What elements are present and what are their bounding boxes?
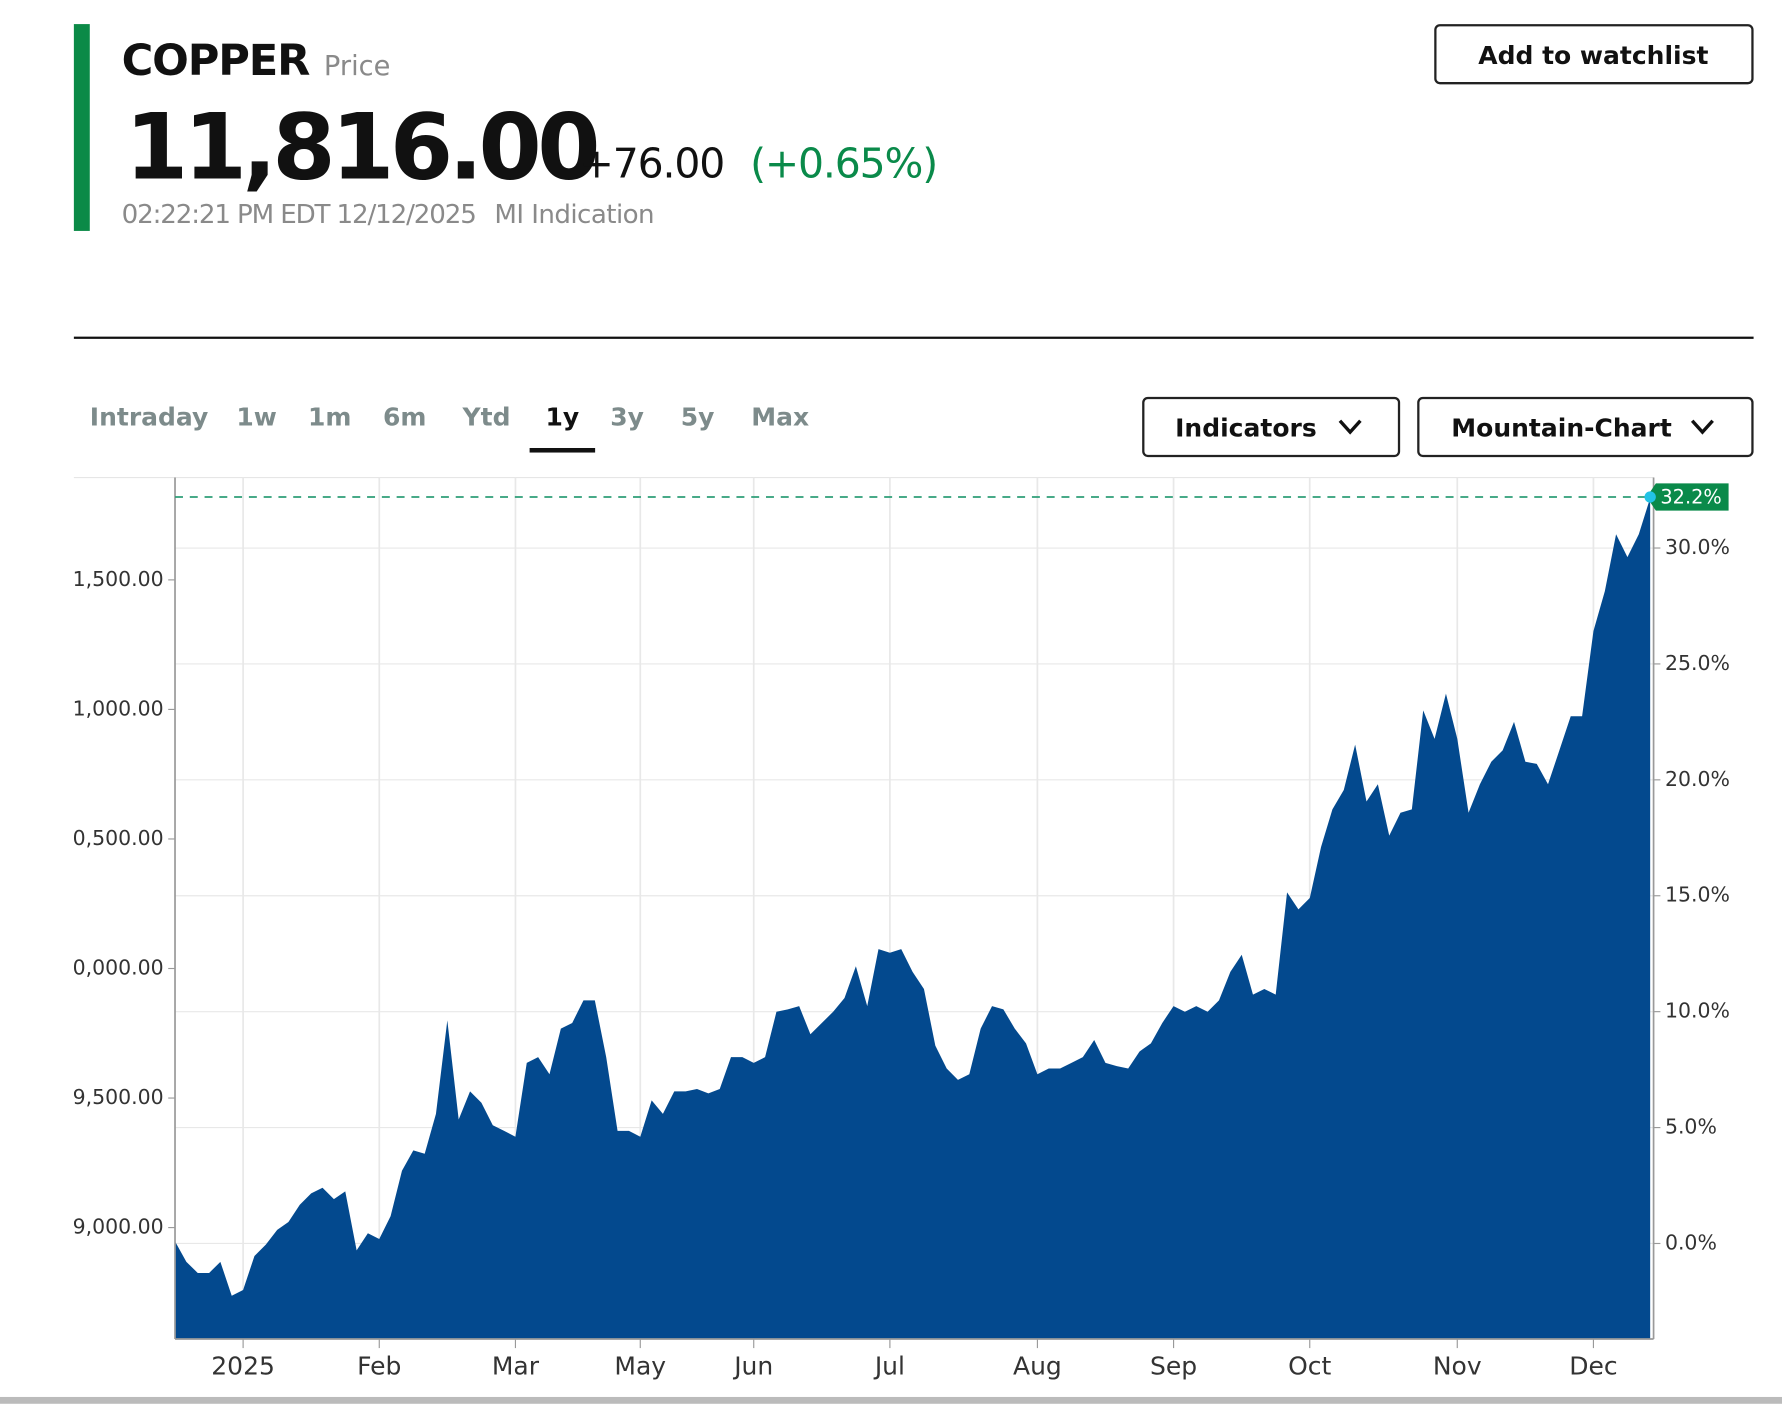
x-tick-label: 2025 <box>211 1351 275 1380</box>
x-tick-label: Feb <box>357 1351 401 1380</box>
current-badge <box>1646 483 1729 511</box>
x-tick-label: May <box>614 1351 666 1380</box>
dropdown-label: Indicators <box>1175 414 1317 443</box>
y-tick-label: 9,000.00 <box>73 1215 164 1239</box>
range-tab[interactable]: Intraday <box>90 402 209 431</box>
x-tick-label: Nov <box>1433 1351 1482 1380</box>
x-tick-label: Jun <box>732 1351 773 1380</box>
range-tab[interactable]: 6m <box>383 402 426 431</box>
price-change: +76.00 <box>580 140 725 188</box>
mountain-area <box>175 498 1651 1339</box>
current-badge-label: 32.2% <box>1660 486 1721 509</box>
instrument-name: COPPER <box>122 36 310 86</box>
left-axis: 9,000.00 9,500.00 10,000.00 10,500.00 11,000… <box>60 567 164 1239</box>
y-tick-label: 11,500.00 <box>60 567 164 591</box>
y2-tick-label: 15.0% <box>1665 883 1730 907</box>
range-tab[interactable]: 1m <box>308 402 351 431</box>
chart: 0.0% 5.0% 10.0% 15.0% 20.0% 25.0% 30.0% 2025 Feb… <box>60 476 1730 1380</box>
range-tab[interactable]: 5y <box>681 402 715 431</box>
y-tick-label: 10,500.00 <box>60 826 164 850</box>
x-tick-label: Oct <box>1288 1351 1331 1380</box>
price-change-percent: (+0.65%) <box>750 140 937 188</box>
range-tab[interactable]: Max <box>751 402 809 431</box>
range-tab[interactable]: 3y <box>610 402 644 431</box>
x-tick-label: Dec <box>1569 1351 1617 1380</box>
x-tick-label: Jul <box>873 1351 905 1380</box>
y-tick-label: 9,500.00 <box>73 1085 164 1109</box>
y2-tick-label: 30.0% <box>1665 535 1730 559</box>
y2-tick-label: 20.0% <box>1665 767 1730 791</box>
range-tabs: Intraday 1w 1m 6m Ytd 1y 3y 5y Max <box>90 402 809 453</box>
range-tab[interactable]: Ytd <box>462 402 511 431</box>
scrollbar <box>0 1396 1782 1404</box>
y-tick-label: 10,000.00 <box>60 956 164 980</box>
button-frame <box>1434 24 1754 85</box>
dropdown-label: Mountain-Chart <box>1451 414 1672 443</box>
y-tick-label: 11,000.00 <box>60 696 164 720</box>
indicators-dropdown[interactable]: Indicators <box>1142 396 1401 458</box>
active-tab-underline <box>529 447 596 453</box>
chevron <box>1690 419 1714 435</box>
x-tick-label: Mar <box>492 1351 540 1380</box>
watchlist-button[interactable]: Add to watchlist <box>1434 24 1754 85</box>
instrument-kind: Price <box>324 51 391 82</box>
y2-tick-label: 0.0% <box>1665 1230 1717 1254</box>
x-tick-label: Aug <box>1013 1351 1062 1380</box>
chevron <box>1338 419 1362 435</box>
y2-tick-label: 10.0% <box>1665 999 1730 1023</box>
timestamp: 02:22:21 PM EDT 12/12/2025 <box>122 200 476 230</box>
price: 11,816.00 <box>125 96 596 201</box>
dropdown-frame <box>1417 396 1754 458</box>
button-label: Add to watchlist <box>1478 41 1708 70</box>
y2-tick-label: 5.0% <box>1665 1115 1717 1139</box>
chart-style-dropdown[interactable]: Mountain-Chart <box>1417 396 1754 458</box>
dropdown-frame <box>1142 396 1401 458</box>
range-tab[interactable]: 1w <box>236 402 277 431</box>
x-tick-label: Sep <box>1150 1351 1197 1380</box>
source: MI Indication <box>494 200 654 230</box>
range-tab[interactable]: 1y <box>546 402 580 431</box>
accent-bar <box>73 24 90 231</box>
current-dot <box>1644 491 1656 503</box>
y2-tick-label: 25.0% <box>1665 651 1730 675</box>
